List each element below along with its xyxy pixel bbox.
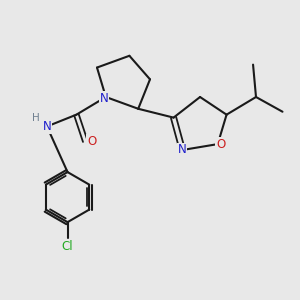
Text: Cl: Cl xyxy=(62,240,74,253)
Text: H: H xyxy=(32,112,40,123)
Text: N: N xyxy=(178,143,187,157)
Text: O: O xyxy=(216,138,225,151)
Text: N: N xyxy=(43,120,51,133)
Text: O: O xyxy=(87,135,96,148)
Text: N: N xyxy=(100,92,109,105)
